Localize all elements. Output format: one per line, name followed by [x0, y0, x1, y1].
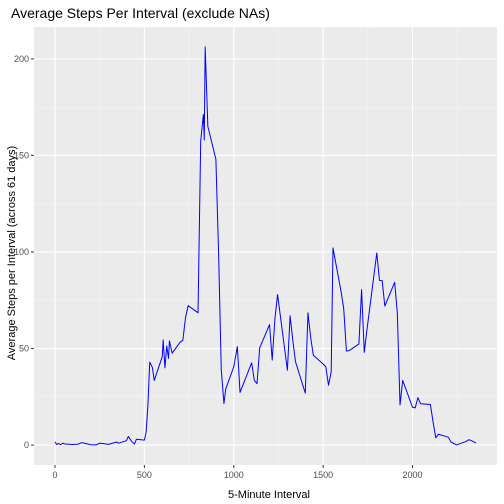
- x-tick-label: 2000: [403, 470, 423, 480]
- y-tick-label: 100: [14, 247, 29, 257]
- minor-gridlines: [34, 27, 497, 465]
- x-axis-title: 5-Minute Interval: [228, 489, 310, 501]
- y-axis-title: Average Steps per Interval (across 61 da…: [6, 146, 18, 360]
- y-tick-label: 50: [19, 344, 29, 354]
- x-tick-label: 0: [52, 470, 57, 480]
- x-tick-label: 1500: [313, 470, 333, 480]
- major-gridlines: [34, 27, 497, 465]
- plot-panel: [34, 27, 497, 465]
- y-tick-label: 200: [14, 54, 29, 64]
- x-tick-label: 500: [137, 470, 152, 480]
- x-axis: 0 500 1000 1500 2000: [52, 465, 423, 480]
- series-layer: [54, 46, 477, 446]
- series-line-1: [54, 46, 477, 446]
- y-axis: 0 50 100 150 200: [14, 54, 34, 450]
- chart-title: Average Steps Per Interval (exclude NAs): [11, 5, 270, 21]
- y-tick-label: 150: [14, 150, 29, 160]
- x-tick-label: 1000: [224, 470, 244, 480]
- y-tick-label: 0: [24, 440, 29, 450]
